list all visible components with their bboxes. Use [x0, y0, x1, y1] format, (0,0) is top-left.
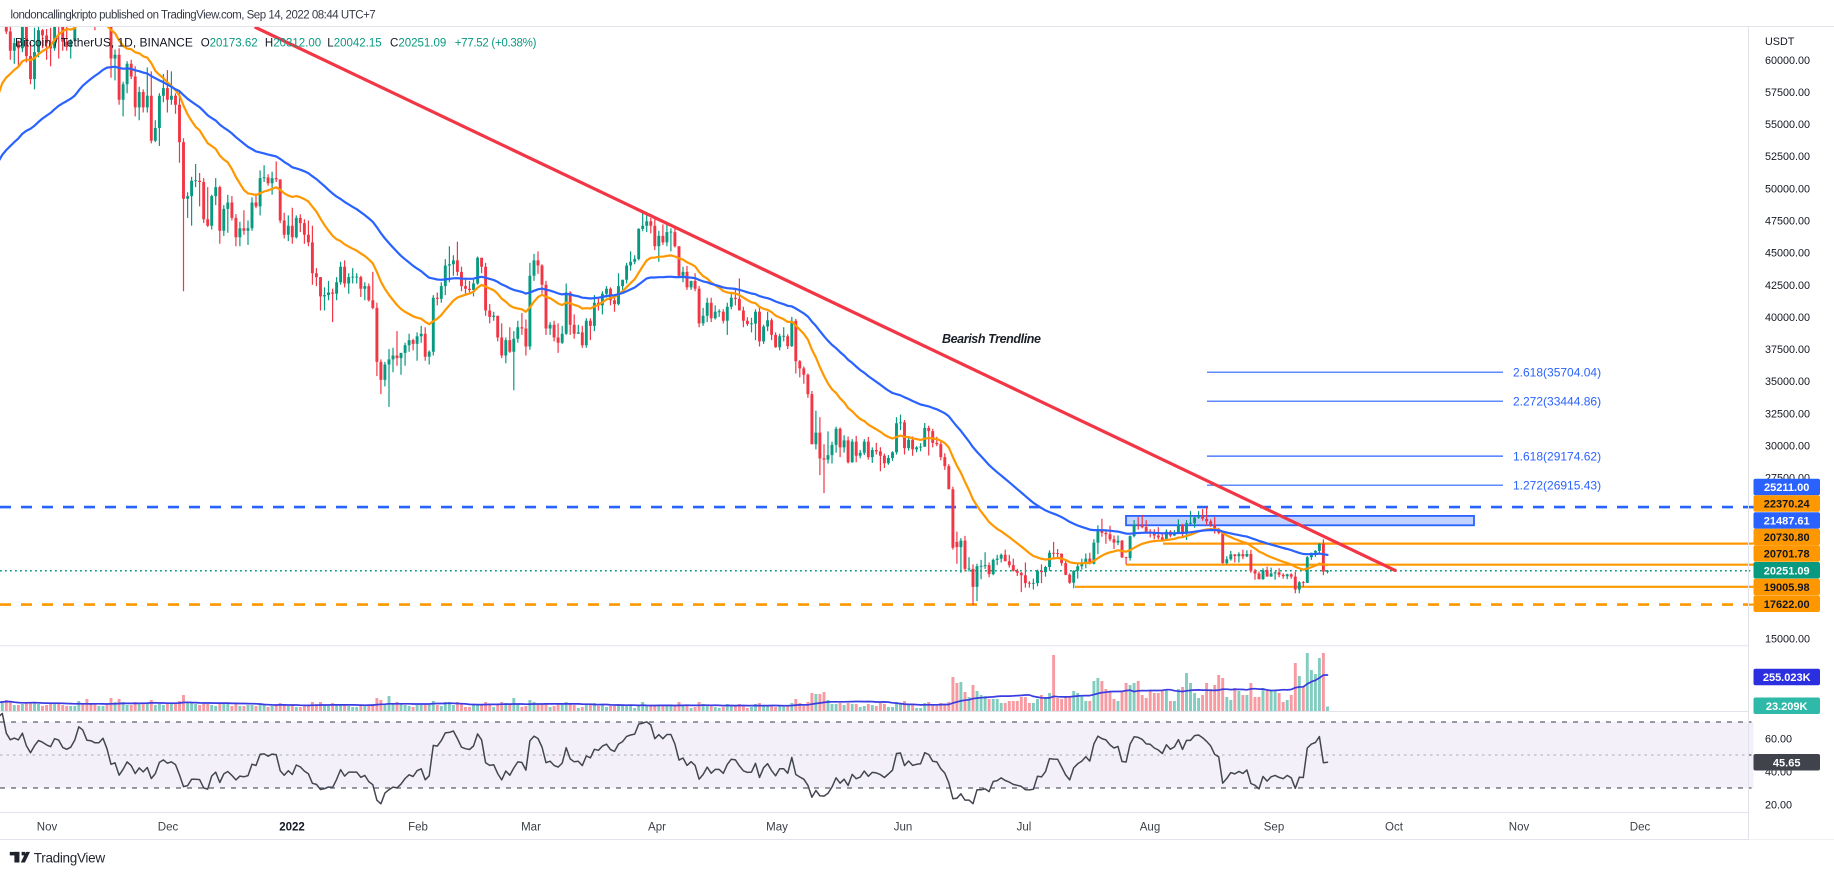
svg-text:57500.00: 57500.00: [1765, 87, 1810, 99]
svg-text:C20251.09: C20251.09: [390, 38, 446, 50]
svg-text:londoncallingkripto published: londoncallingkripto published on Trading…: [11, 10, 376, 22]
svg-text:L20042.15: L20042.15: [327, 38, 381, 50]
svg-text:35000.00: 35000.00: [1765, 376, 1810, 388]
svg-text:2022: 2022: [279, 822, 305, 834]
svg-text:H20312.00: H20312.00: [265, 38, 321, 50]
svg-text:Nov: Nov: [37, 822, 58, 834]
svg-text:45000.00: 45000.00: [1765, 248, 1810, 260]
svg-text:47500.00: 47500.00: [1765, 216, 1810, 228]
svg-text:37500.00: 37500.00: [1765, 344, 1810, 356]
svg-text:Aug: Aug: [1140, 822, 1160, 834]
svg-text:Oct: Oct: [1385, 822, 1404, 834]
svg-text:22370.24: 22370.24: [1764, 499, 1811, 511]
svg-text:55000.00: 55000.00: [1765, 119, 1810, 131]
svg-text:2.272(33444.86): 2.272(33444.86): [1513, 394, 1601, 408]
svg-text:May: May: [766, 822, 788, 834]
svg-text:Bitcoin / TetherUS, 1D, BINANC: Bitcoin / TetherUS, 1D, BINANCE: [15, 36, 193, 50]
svg-text:40000.00: 40000.00: [1765, 312, 1810, 324]
svg-text:Jul: Jul: [1017, 822, 1032, 834]
svg-text:USDT: USDT: [1765, 36, 1795, 48]
svg-text:25211.00: 25211.00: [1764, 482, 1809, 494]
svg-text:TradingView: TradingView: [34, 851, 106, 866]
svg-text:Feb: Feb: [408, 822, 428, 834]
svg-text:45.65: 45.65: [1773, 757, 1801, 769]
svg-text:60.00: 60.00: [1765, 734, 1792, 746]
svg-text:17622.00: 17622.00: [1764, 599, 1810, 611]
svg-text:+77.52 (+0.38%): +77.52 (+0.38%): [455, 38, 537, 50]
svg-text:2.618(35704.04): 2.618(35704.04): [1513, 365, 1601, 379]
svg-text:Dec: Dec: [1630, 822, 1651, 834]
svg-text:15000.00: 15000.00: [1765, 633, 1810, 645]
svg-text:Apr: Apr: [648, 822, 666, 834]
svg-text:O20173.62: O20173.62: [201, 38, 258, 50]
svg-text:32500.00: 32500.00: [1765, 408, 1810, 420]
svg-text:23.209K: 23.209K: [1766, 701, 1808, 713]
svg-text:Nov: Nov: [1509, 822, 1530, 834]
svg-text:21487.61: 21487.61: [1764, 516, 1810, 528]
svg-text:20251.09: 20251.09: [1764, 565, 1810, 577]
svg-text:20730.80: 20730.80: [1764, 532, 1810, 544]
svg-text:50000.00: 50000.00: [1765, 183, 1810, 195]
svg-text:Bearish Trendline: Bearish Trendline: [942, 332, 1041, 346]
svg-text:42500.00: 42500.00: [1765, 280, 1810, 292]
svg-text:19005.98: 19005.98: [1764, 582, 1810, 594]
svg-text:1.618(29174.62): 1.618(29174.62): [1513, 449, 1601, 463]
svg-text:52500.00: 52500.00: [1765, 151, 1810, 163]
svg-text:255.023K: 255.023K: [1763, 672, 1811, 684]
svg-text:Jun: Jun: [894, 822, 913, 834]
svg-text:1.272(26915.43): 1.272(26915.43): [1513, 478, 1601, 492]
svg-text:Mar: Mar: [521, 822, 541, 834]
svg-text:Dec: Dec: [158, 822, 179, 834]
svg-text:30000.00: 30000.00: [1765, 441, 1810, 453]
svg-text:60000.00: 60000.00: [1765, 55, 1810, 67]
svg-text:Sep: Sep: [1264, 822, 1284, 834]
svg-text:20701.78: 20701.78: [1764, 549, 1810, 561]
svg-text:20.00: 20.00: [1765, 800, 1792, 812]
